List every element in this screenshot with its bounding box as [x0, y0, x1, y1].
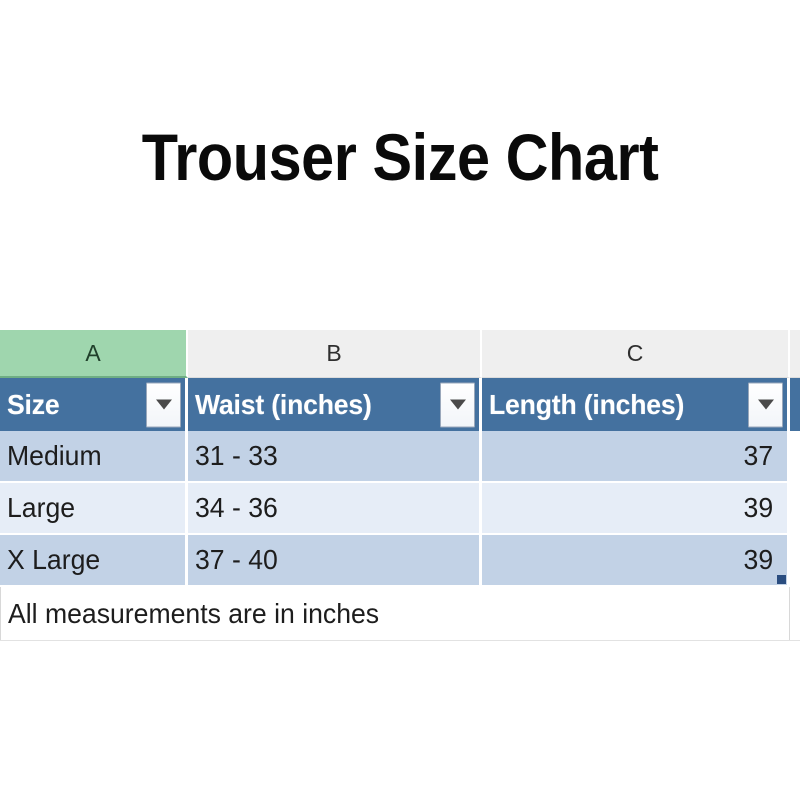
row-filler — [790, 431, 800, 483]
table-header-label-size: Size — [7, 388, 60, 420]
table-header-filler — [790, 378, 800, 431]
column-header-c-label: C — [626, 340, 644, 366]
table-header-cell-length[interactable]: Length (inches) — [482, 378, 790, 431]
cell-waist-value: 37 - 40 — [195, 544, 278, 575]
column-letter-strip: A B C — [0, 330, 800, 378]
table-header-row: Size Waist (inches) Length (inches) — [0, 378, 800, 431]
table-header-label-length: Length (inches) — [489, 388, 685, 420]
column-header-a[interactable]: A — [0, 330, 188, 378]
cell-size[interactable]: X Large — [0, 535, 188, 587]
column-strip-filler — [790, 330, 800, 378]
row-filler — [790, 483, 800, 535]
cell-waist[interactable]: 37 - 40 — [188, 535, 482, 587]
cell-size-value: Medium — [7, 440, 102, 471]
cell-size[interactable]: Large — [0, 483, 188, 535]
selection-fill-handle[interactable] — [777, 575, 786, 584]
table-header-label-waist: Waist (inches) — [195, 388, 372, 420]
note-cell[interactable]: All measurements are in inches — [0, 587, 790, 640]
column-header-c[interactable]: C — [482, 330, 790, 378]
cell-length-value: 37 — [743, 440, 773, 471]
column-header-b[interactable]: B — [188, 330, 482, 378]
table-row[interactable]: X Large 37 - 40 39 — [0, 535, 800, 587]
spreadsheet-table: A B C Size Waist (inches) Length (inches… — [0, 330, 800, 641]
page-title: Trouser Size Chart — [141, 120, 659, 194]
cell-waist[interactable]: 31 - 33 — [188, 431, 482, 483]
note-text: All measurements are in inches — [8, 597, 380, 629]
column-header-b-label: B — [326, 340, 342, 366]
cell-waist-value: 34 - 36 — [195, 492, 278, 523]
chevron-down-icon — [155, 399, 172, 410]
chevron-down-icon — [757, 399, 774, 410]
cell-length[interactable]: 39 — [482, 535, 790, 587]
cell-length-value: 39 — [743, 492, 773, 523]
filter-dropdown-size[interactable] — [146, 382, 181, 427]
cell-waist[interactable]: 34 - 36 — [188, 483, 482, 535]
cell-length-value: 39 — [743, 544, 773, 575]
cell-length[interactable]: 39 — [482, 483, 790, 535]
table-header-cell-size[interactable]: Size — [0, 378, 188, 431]
column-header-a-label: A — [85, 339, 101, 366]
table-note-row: All measurements are in inches — [0, 587, 800, 641]
row-filler — [790, 535, 800, 587]
table-header-cell-waist[interactable]: Waist (inches) — [188, 378, 482, 431]
cell-size-value: Large — [7, 492, 76, 523]
table-row[interactable]: Medium 31 - 33 37 — [0, 431, 800, 483]
page-title-container: Trouser Size Chart — [0, 118, 800, 196]
cell-waist-value: 31 - 33 — [195, 440, 278, 471]
table-row[interactable]: Large 34 - 36 39 — [0, 483, 800, 535]
cell-length[interactable]: 37 — [482, 431, 790, 483]
cell-size[interactable]: Medium — [0, 431, 188, 483]
filter-dropdown-waist[interactable] — [440, 382, 475, 427]
cell-size-value: X Large — [7, 544, 101, 575]
chevron-down-icon — [449, 399, 466, 410]
filter-dropdown-length[interactable] — [748, 382, 783, 427]
